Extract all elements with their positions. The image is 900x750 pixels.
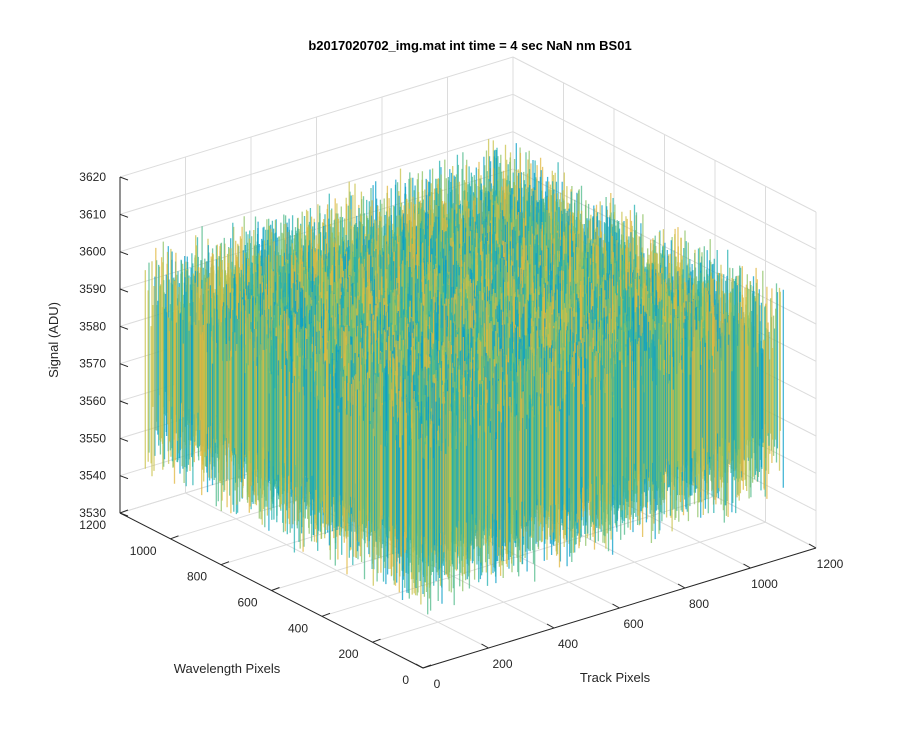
side-wall-gridline-z — [512, 93, 817, 250]
back-wall-gridline-z — [119, 93, 514, 215]
side-wall-gridline-z — [512, 56, 817, 213]
side-wall-gridline-z — [512, 131, 817, 288]
surface-layer — [144, 139, 784, 615]
back-wall-gridline-z — [119, 56, 514, 178]
back-wall-gridline-z — [119, 131, 514, 253]
floor-gridline-y — [372, 521, 766, 643]
plot-title: b2017020702_img.mat int time = 4 sec NaN… — [308, 38, 631, 53]
